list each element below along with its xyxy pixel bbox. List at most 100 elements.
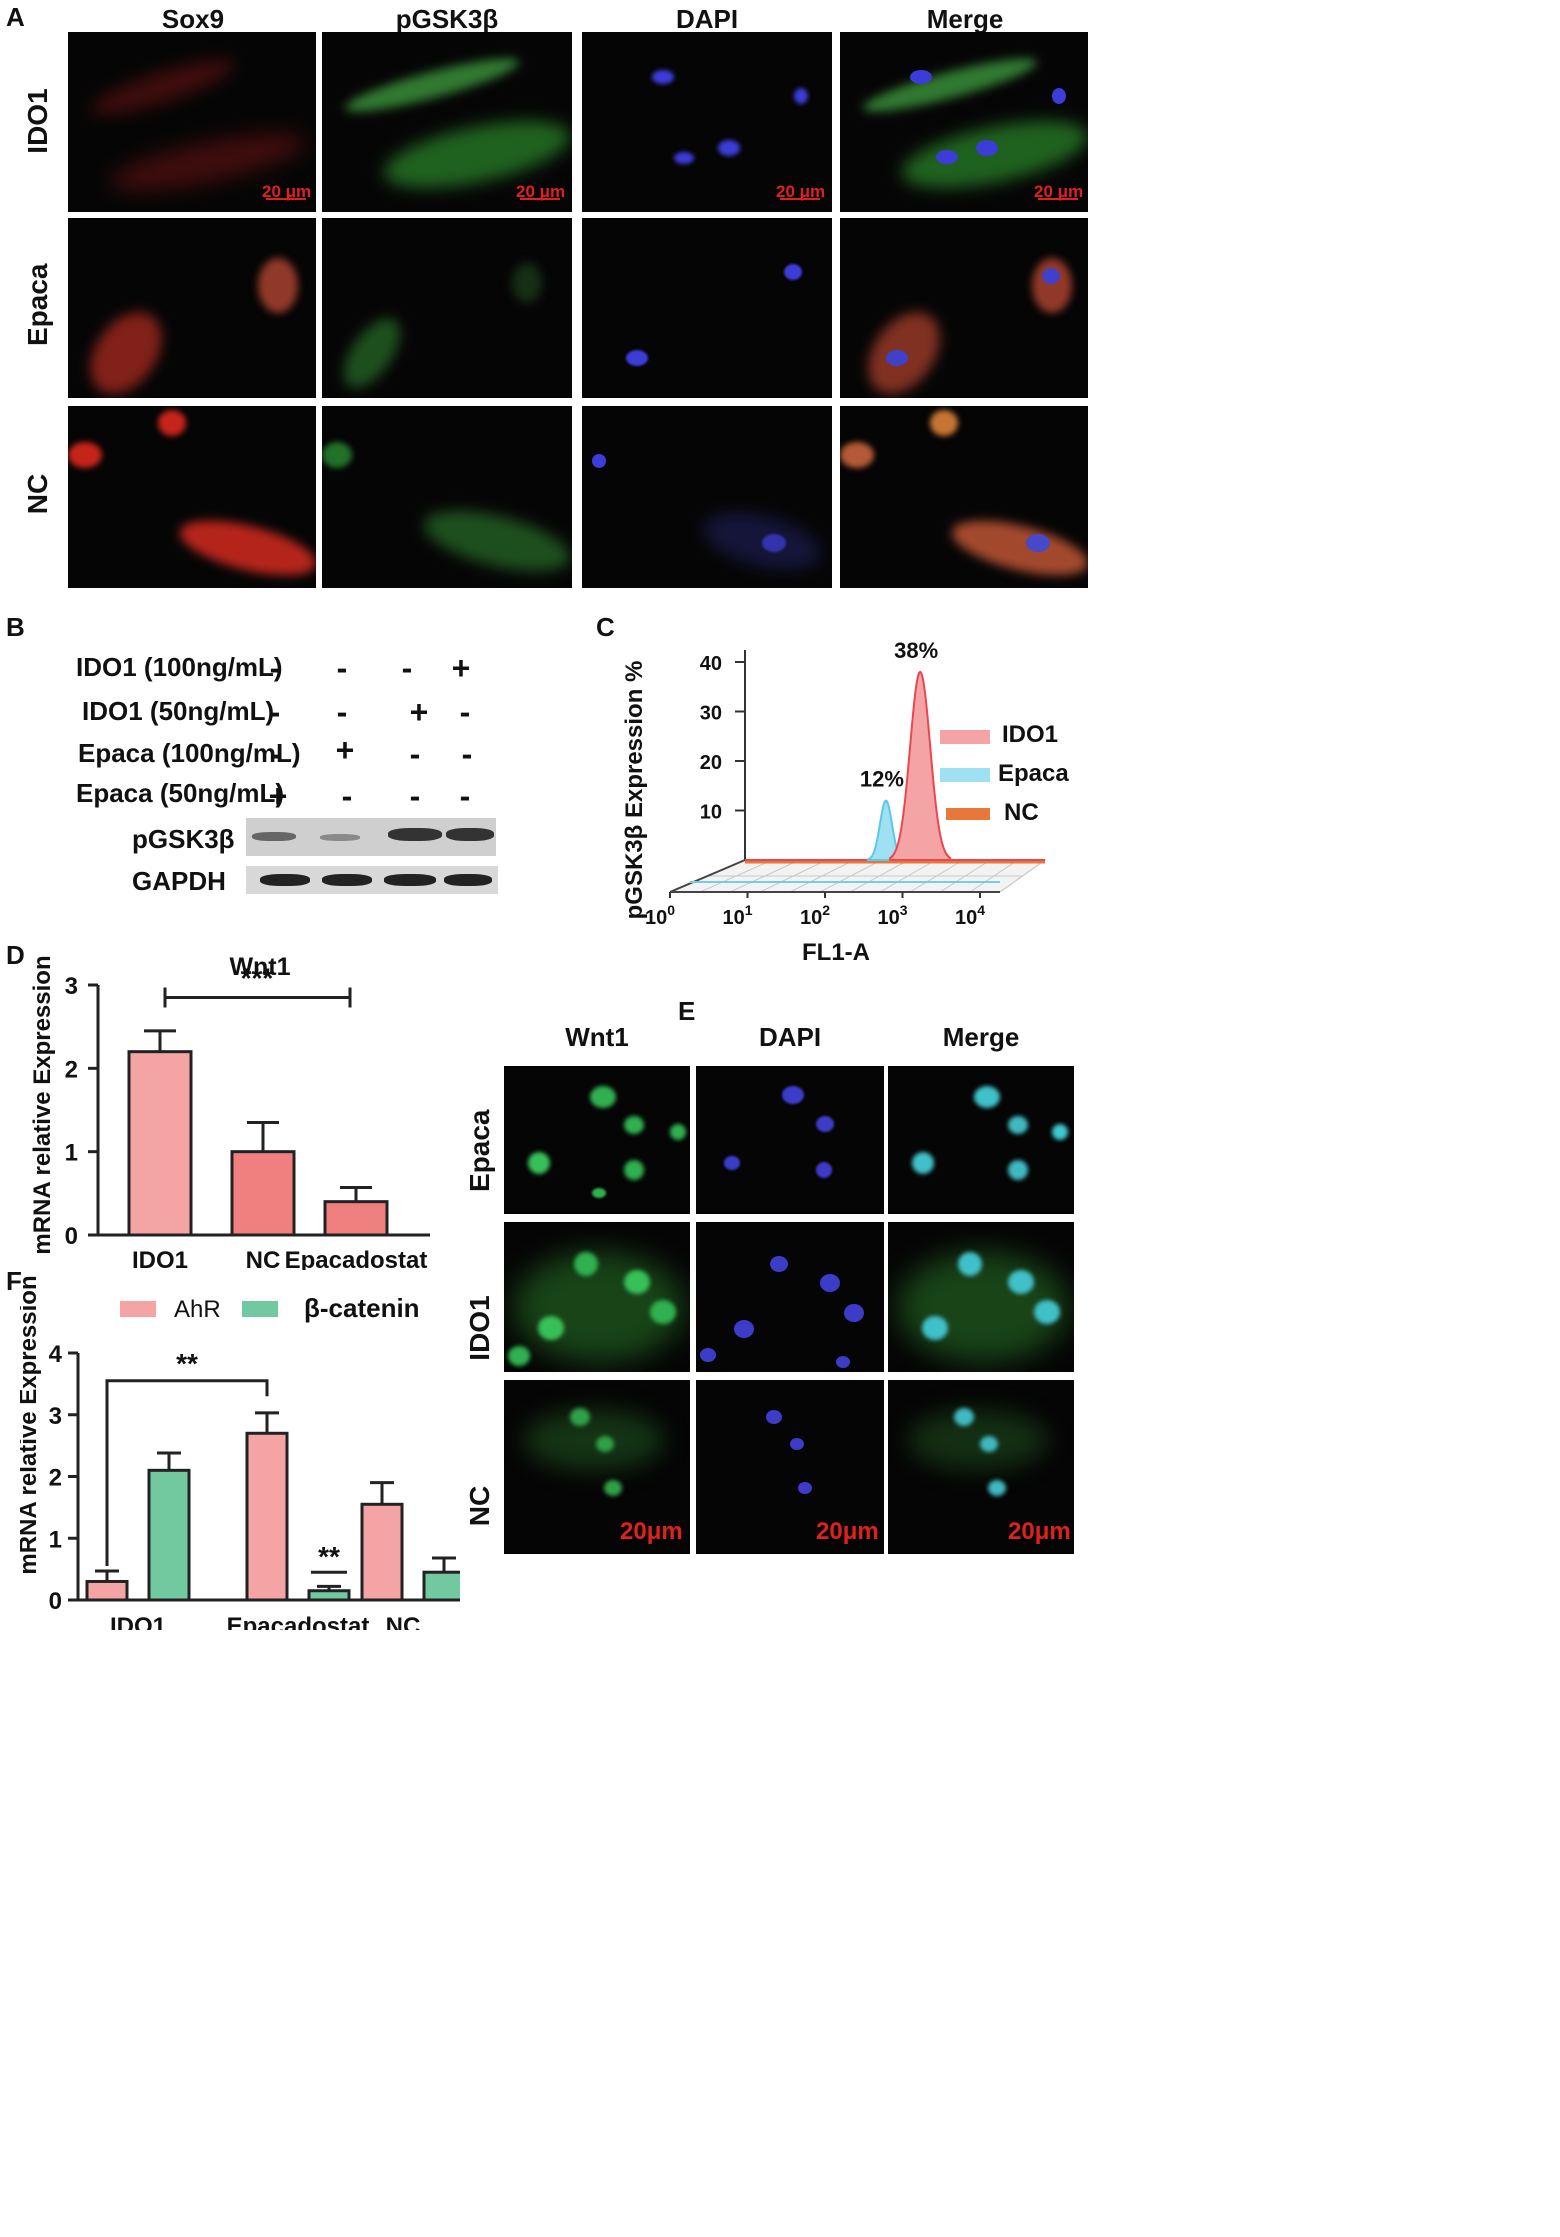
y-tick-label: 40 bbox=[700, 653, 722, 675]
y-axis-label: mRNA relative Expression bbox=[29, 955, 56, 1254]
x-tick-label: NC bbox=[386, 1613, 421, 1630]
x-tick-exponent: 4 bbox=[977, 902, 985, 918]
blot-label-gapdh: GAPDH bbox=[132, 866, 226, 896]
sign-cell: - bbox=[336, 694, 348, 730]
x-axis-label: FL1-A bbox=[802, 939, 870, 966]
bar bbox=[307, 1589, 351, 1602]
micrograph-nc-dapi bbox=[582, 406, 832, 588]
col-header-dapi: DAPI bbox=[675, 4, 739, 34]
bar bbox=[245, 1431, 289, 1602]
micrograph-epaca-pgsk3b bbox=[322, 218, 572, 398]
y-tick-label: 0 bbox=[49, 1588, 62, 1615]
col-header-merge: Merge bbox=[926, 4, 1004, 34]
bar bbox=[127, 1050, 193, 1237]
bar bbox=[422, 1570, 460, 1602]
micrograph-e-ido1-dapi bbox=[696, 1222, 884, 1372]
micrograph-ido1-sox9: 20 μm bbox=[68, 32, 316, 212]
bar bbox=[85, 1579, 129, 1602]
sign-cell: + bbox=[335, 732, 355, 768]
micrograph-e-epaca-dapi bbox=[696, 1066, 884, 1214]
sign-cell: - bbox=[269, 650, 281, 686]
row-label-nc: NC bbox=[464, 1485, 495, 1527]
col-header-dapi: DAPI bbox=[758, 1022, 822, 1052]
legend-swatch-ahr bbox=[120, 1301, 156, 1317]
series-ido1-peak bbox=[889, 670, 952, 861]
legend-label-nc: NC bbox=[1004, 799, 1039, 826]
micrograph-e-nc-merge: 20μm bbox=[888, 1380, 1074, 1554]
x-tick-label: 102 bbox=[800, 902, 830, 929]
sign-cell: - bbox=[269, 694, 281, 730]
legend-label-ahr: AhR bbox=[174, 1296, 221, 1323]
bar bbox=[360, 1502, 404, 1602]
sign-cell: - bbox=[341, 778, 353, 814]
western-blot-pgsk3b bbox=[246, 818, 496, 856]
sign-cell: - bbox=[459, 778, 471, 814]
panel-letter-e: E bbox=[678, 996, 696, 1026]
y-tick-label: 1 bbox=[49, 1526, 62, 1553]
micrograph-e-nc-wnt1: 20μm bbox=[504, 1380, 690, 1554]
chart-title: Wnt1 bbox=[229, 953, 290, 981]
x-tick-label: 100 bbox=[645, 902, 675, 929]
micrograph-epaca-sox9 bbox=[68, 218, 316, 398]
x-tick-label: IDO1 bbox=[132, 1247, 188, 1270]
scale-bar-label: 20μm bbox=[816, 1518, 879, 1545]
bar bbox=[323, 1200, 389, 1237]
panel-letter-a: A bbox=[6, 2, 25, 32]
y-tick-label: 4 bbox=[49, 1341, 63, 1368]
legend-swatch-nc bbox=[946, 808, 990, 820]
micrograph-e-ido1-merge bbox=[888, 1222, 1074, 1372]
axis-diagonal bbox=[669, 859, 746, 893]
y-tick-label: 0 bbox=[65, 1223, 78, 1250]
scale-bar-label: 20μm bbox=[1008, 1518, 1071, 1545]
sign-cell: - bbox=[459, 694, 471, 730]
panel-letter-d: D bbox=[6, 940, 25, 970]
x-tick-label: Epacadostat bbox=[285, 1247, 428, 1270]
micrograph-e-epaca-wnt1 bbox=[504, 1066, 690, 1214]
col-header-pgsk3b: pGSK3β bbox=[395, 4, 499, 34]
micrograph-epaca-dapi bbox=[582, 218, 832, 398]
x-tick-exponent: 2 bbox=[822, 902, 830, 918]
row-label-epaca: Epaca bbox=[22, 263, 53, 347]
legend-label-catenin: β-catenin bbox=[304, 1293, 420, 1323]
significance-bracket bbox=[105, 1379, 269, 1567]
scale-bar-label: 20 μm bbox=[262, 182, 312, 201]
sign-cell: - bbox=[461, 736, 473, 772]
y-axis-label: pGSK3β Expression % bbox=[621, 661, 648, 920]
x-tick-exponent: 3 bbox=[900, 902, 908, 918]
x-tick-exponent: 1 bbox=[745, 902, 753, 918]
legend-swatch-epaca bbox=[940, 768, 990, 782]
y-tick-label: 10 bbox=[700, 802, 722, 824]
x-tick-label: 103 bbox=[877, 902, 907, 929]
legend-label-ido1: IDO1 bbox=[1002, 721, 1058, 748]
micrograph-ido1-dapi: 20 μm bbox=[582, 32, 832, 212]
peak-label: 12% bbox=[860, 767, 904, 792]
sign-cell: + bbox=[409, 694, 429, 730]
condition-label: Epaca (50ng/mL) bbox=[76, 778, 285, 808]
y-tick-label: 30 bbox=[700, 703, 722, 725]
condition-label: IDO1 (100ng/mL) bbox=[76, 652, 283, 682]
y-tick-label: 3 bbox=[49, 1403, 62, 1430]
y-tick-label: 2 bbox=[49, 1465, 62, 1492]
peak-label: 38% bbox=[894, 638, 938, 663]
sign-cell: + bbox=[451, 650, 471, 686]
significance-label: *** bbox=[241, 963, 274, 994]
micrograph-ido1-merge: 20 μm bbox=[840, 32, 1088, 212]
sign-cell: + bbox=[268, 778, 288, 814]
y-tick-label: 3 bbox=[65, 973, 78, 1000]
legend-label-epaca: Epaca bbox=[998, 760, 1069, 787]
x-tick-label: IDO1 bbox=[110, 1613, 166, 1630]
legend-swatch-catenin bbox=[242, 1301, 278, 1317]
x-tick-label: Epacadostat bbox=[227, 1613, 370, 1630]
sign-cell: - bbox=[336, 650, 348, 686]
row-label-ido1: IDO1 bbox=[464, 1295, 495, 1361]
micrograph-ido1-pgsk3b: 20 μm bbox=[322, 32, 572, 212]
scale-bar-label: 20 μm bbox=[516, 182, 566, 201]
x-tick-label: NC bbox=[246, 1247, 281, 1270]
micrograph-e-nc-dapi: 20μm bbox=[696, 1380, 884, 1554]
col-header-merge: Merge bbox=[942, 1022, 1020, 1052]
bar bbox=[147, 1468, 191, 1602]
significance-label: ** bbox=[176, 1348, 198, 1379]
micrograph-epaca-merge bbox=[840, 218, 1088, 398]
micrograph-nc-merge bbox=[840, 406, 1088, 588]
